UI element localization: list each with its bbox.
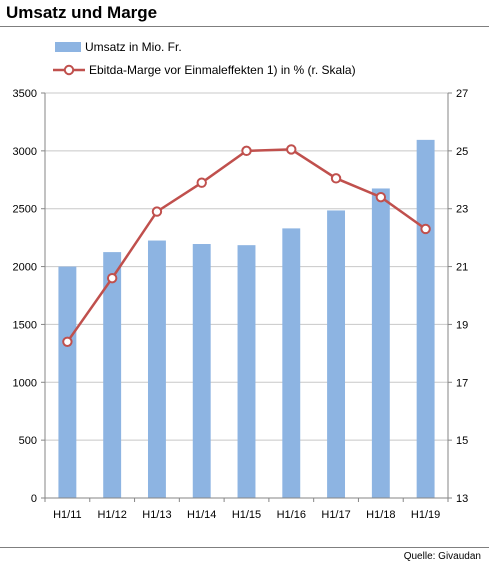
x-tick-label: H1/15 bbox=[232, 509, 261, 521]
x-tick-label: H1/18 bbox=[366, 509, 395, 521]
bar-H1/19 bbox=[416, 139, 435, 498]
margin-point-H1/15 bbox=[241, 145, 252, 157]
y-tick-label: 1500 bbox=[13, 319, 37, 331]
legend-swatch-bar bbox=[55, 42, 81, 52]
y-tick-label: 2000 bbox=[13, 262, 37, 274]
y-tick-label: 500 bbox=[19, 435, 37, 447]
y2-tick-label: 23 bbox=[456, 204, 468, 216]
y2-tick-label: 25 bbox=[456, 146, 468, 158]
y-tick-label: 2500 bbox=[13, 204, 37, 216]
y-tick-label: 3500 bbox=[13, 88, 37, 100]
y-tick-label: 1000 bbox=[13, 377, 37, 389]
legend-swatch-marker bbox=[63, 64, 75, 76]
y-tick-label: 0 bbox=[31, 493, 37, 505]
legend: Umsatz in Mio. Fr. Ebitda-Marge vor Einm… bbox=[53, 40, 356, 77]
x-tick-label: H1/12 bbox=[97, 509, 126, 521]
bar-H1/16 bbox=[282, 228, 301, 498]
bar-H1/12 bbox=[103, 252, 122, 498]
bar-H1/17 bbox=[327, 210, 346, 498]
source-note: Quelle: Givaudan bbox=[403, 551, 481, 562]
margin-point-H1/13 bbox=[151, 206, 163, 217]
x-tick-label: H1/17 bbox=[321, 509, 350, 521]
footer-divider bbox=[0, 547, 489, 548]
bar-H1/15 bbox=[237, 245, 256, 498]
bar-H1/11 bbox=[58, 266, 77, 498]
legend-label-bar: Umsatz in Mio. Fr. bbox=[85, 40, 182, 54]
y2-tick-label: 15 bbox=[456, 435, 468, 447]
x-tick-label: H1/16 bbox=[277, 509, 306, 521]
x-tick-label: H1/19 bbox=[411, 509, 440, 521]
margin-point-H1/18 bbox=[375, 191, 387, 203]
x-tick-label: H1/14 bbox=[187, 509, 216, 521]
y2-tick-label: 13 bbox=[456, 493, 468, 505]
margin-point-H1/11 bbox=[62, 336, 73, 347]
y2-tick-label: 19 bbox=[456, 319, 468, 331]
x-axis-labels: H1/11 H1/12 H1/13 H1/14 H1/15 H1/16 H1/17 H1/18… bbox=[53, 509, 440, 521]
right-axis-labels: 13 15 17 19 21 23 25 27 bbox=[456, 88, 468, 505]
x-tick-label: H1/13 bbox=[142, 509, 171, 521]
y-tick-label: 3000 bbox=[13, 146, 37, 158]
margin-point-H1/17 bbox=[330, 173, 342, 184]
bar-H1/14 bbox=[192, 244, 211, 498]
line-series bbox=[62, 144, 431, 347]
y2-tick-label: 27 bbox=[456, 88, 468, 100]
bar-series bbox=[58, 139, 435, 499]
margin-point-H1/19 bbox=[420, 223, 431, 235]
axes bbox=[44, 93, 449, 502]
margin-point-H1/12 bbox=[106, 272, 118, 284]
y2-tick-label: 21 bbox=[456, 262, 468, 274]
y2-tick-label: 17 bbox=[456, 377, 468, 389]
x-tick-label: H1/11 bbox=[53, 509, 82, 521]
margin-point-H1/14 bbox=[196, 177, 207, 188]
bar-H1/13 bbox=[147, 240, 166, 499]
left-axis-labels: 0 500 1000 1500 2000 2500 3000 3500 bbox=[13, 88, 37, 505]
combo-chart: Umsatz in Mio. Fr. Ebitda-Marge vor Einm… bbox=[13, 40, 469, 521]
legend-label-line: Ebitda-Marge vor Einmaleffekten 1) in % … bbox=[89, 63, 356, 77]
page-title: Umsatz und Marge bbox=[6, 3, 158, 22]
title-divider bbox=[0, 26, 489, 27]
bar-H1/18 bbox=[371, 188, 390, 498]
margin-point-H1/16 bbox=[286, 144, 297, 155]
